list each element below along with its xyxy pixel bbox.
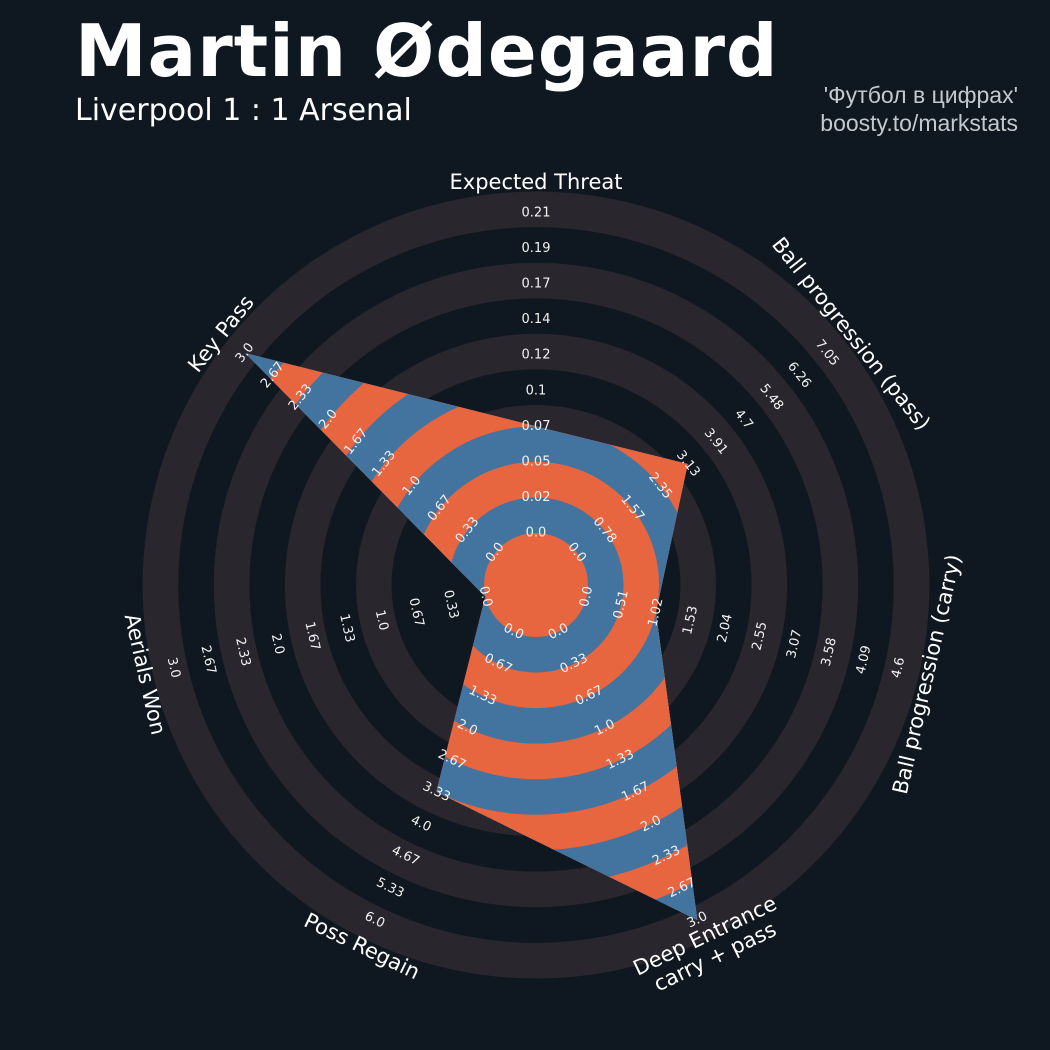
polygon-band [484, 533, 588, 637]
credit-line-1: 'Футбол в цифрах' [823, 82, 1018, 108]
credit-line-2: boosty.to/markstats [820, 110, 1018, 136]
axis-tick-label: 0.14 [522, 312, 551, 327]
axis-tick-label: 3.0 [164, 656, 183, 680]
axis-tick-label: 1.02 [645, 597, 666, 629]
axis-tick-label: 0.17 [522, 277, 551, 292]
axis-tick-label: 4.09 [853, 644, 874, 676]
axis-tick-label: 3.58 [819, 636, 840, 668]
axis-tick-label: 4.0 [408, 813, 433, 835]
radar-tick-labels: 0.0 0.02 0.05 0.07 0.1 0.12 0.14 0.17 0.19 0.21 0.… [164, 206, 909, 932]
axis-tick-label: 0.33 [440, 589, 461, 621]
axis-tick-label: 1.33 [336, 612, 357, 644]
axis-tick-label: 0.02 [522, 490, 551, 505]
axis-tick-label: 1.67 [301, 620, 322, 652]
match-subtitle: Liverpool 1 : 1 Arsenal [75, 93, 412, 128]
axis-tick-label: 0.0 [526, 526, 547, 541]
player-name-title: Martin Ødegaard [75, 9, 779, 93]
axis-tick-label: 0.21 [522, 206, 551, 221]
axis-tick-label: 5.33 [374, 875, 407, 901]
axis-tick-label: 0.19 [522, 241, 551, 256]
axis-tick-label: 0.0 [476, 585, 495, 609]
axis-category-label: Expected Threat [450, 170, 623, 194]
axis-tick-label: 0.67 [405, 597, 426, 629]
axis-tick-label: 2.67 [197, 644, 218, 676]
axis-tick-label: 0.12 [522, 348, 551, 363]
axis-tick-label: 0.0 [577, 585, 596, 609]
axis-tick-label: 1.0 [372, 609, 391, 633]
axis-tick-label: 0.51 [611, 589, 632, 621]
axis-tick-label: 1.53 [680, 605, 701, 637]
axis-tick-label: 2.0 [268, 632, 287, 656]
axis-tick-label: 0.07 [522, 419, 551, 434]
axis-tick-label: 4.7 [731, 407, 756, 433]
axis-tick-label: 2.04 [715, 612, 736, 644]
axis-tick-label: 2.33 [232, 636, 253, 668]
axis-tick-label: 0.05 [522, 454, 551, 469]
axis-tick-label: 4.6 [889, 656, 908, 680]
axis-tick-label: 3.07 [784, 628, 805, 660]
axis-tick-label: 2.55 [749, 620, 770, 652]
axis-tick-label: 0.1 [526, 383, 547, 398]
